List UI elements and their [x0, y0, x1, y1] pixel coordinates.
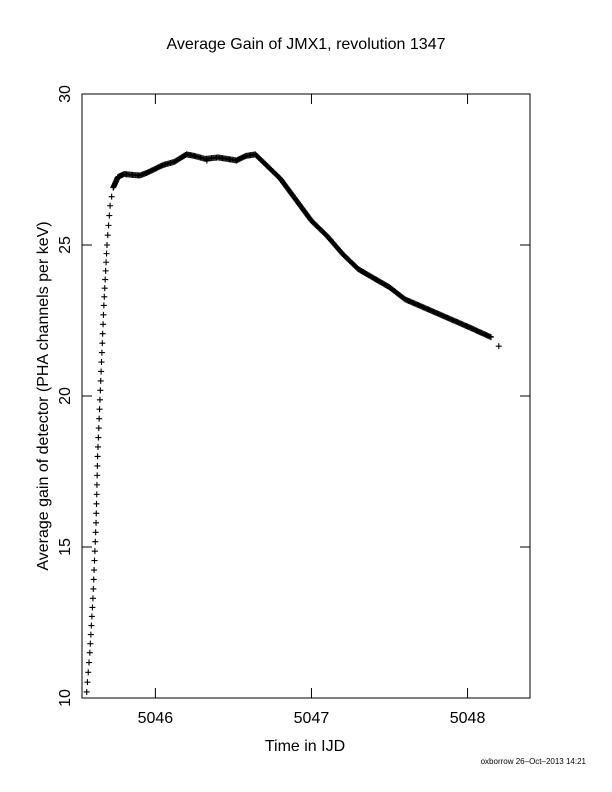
data-point [96, 406, 103, 413]
data-point [88, 613, 95, 620]
data-point [84, 679, 91, 686]
data-point [94, 472, 101, 479]
data-point [86, 649, 93, 656]
data-point [86, 659, 93, 666]
data-point [93, 481, 100, 488]
data-point [96, 396, 103, 403]
data-point [97, 377, 104, 384]
data-point [99, 330, 106, 337]
chart-title: Average Gain of JMX1, revolution 1347 [166, 36, 446, 53]
data-point [91, 557, 98, 564]
data-point [98, 368, 105, 375]
data-point [90, 576, 97, 583]
data-point [100, 302, 107, 309]
x-tick-label: 5048 [450, 710, 486, 727]
data-point [108, 193, 115, 200]
y-tick-label: 20 [57, 387, 74, 405]
data-point [101, 285, 108, 292]
data-point [98, 359, 105, 366]
data-point [89, 604, 96, 611]
data-point [102, 267, 109, 274]
y-tick-label: 15 [57, 538, 74, 556]
data-point [85, 669, 92, 676]
data-point [100, 311, 107, 318]
data-point [495, 343, 502, 350]
data-point [96, 415, 103, 422]
data-points-layer [83, 151, 502, 695]
x-axis-label: Time in IJD [264, 738, 346, 755]
data-point [103, 259, 110, 266]
y-tick-label: 25 [57, 236, 74, 254]
data-point [95, 443, 101, 450]
data-point [90, 585, 97, 592]
ticks-layer: 5046 5047 5048 10 15 20 25 30 [57, 85, 530, 727]
data-point [102, 276, 109, 283]
plot-frame [81, 93, 531, 699]
data-point [92, 538, 99, 545]
data-point [93, 491, 100, 498]
data-point [93, 519, 100, 526]
data-point [89, 595, 96, 602]
data-point [91, 567, 98, 574]
y-axis-label: Average gain of detector (PHA channels p… [35, 221, 52, 571]
data-point [105, 222, 112, 229]
data-point [99, 340, 106, 347]
data-point [92, 529, 99, 536]
data-point [93, 500, 100, 507]
data-point [95, 425, 102, 432]
data-point [88, 622, 95, 629]
x-tick-label: 5047 [294, 710, 330, 727]
data-point [203, 157, 210, 164]
data-point [97, 387, 104, 394]
data-point [487, 334, 494, 341]
data-point [103, 250, 110, 257]
y-tick-label: 10 [57, 689, 74, 707]
data-point [100, 321, 107, 328]
data-point [95, 434, 102, 441]
data-point [103, 242, 110, 248]
data-point [87, 640, 94, 647]
y-tick-label: 30 [57, 85, 74, 103]
data-point [91, 548, 98, 555]
x-tick-label: 5046 [138, 710, 174, 727]
data-point [94, 453, 101, 460]
data-point [83, 688, 90, 695]
data-point [101, 293, 108, 300]
data-point [87, 631, 94, 638]
data-point [106, 212, 113, 219]
data-point [94, 462, 101, 469]
data-point [93, 510, 100, 517]
footer-stamp: oxborrow 26–Oct–2013 14:21 [480, 757, 586, 766]
data-point [98, 349, 105, 356]
data-point [107, 202, 114, 209]
data-point [104, 232, 111, 239]
